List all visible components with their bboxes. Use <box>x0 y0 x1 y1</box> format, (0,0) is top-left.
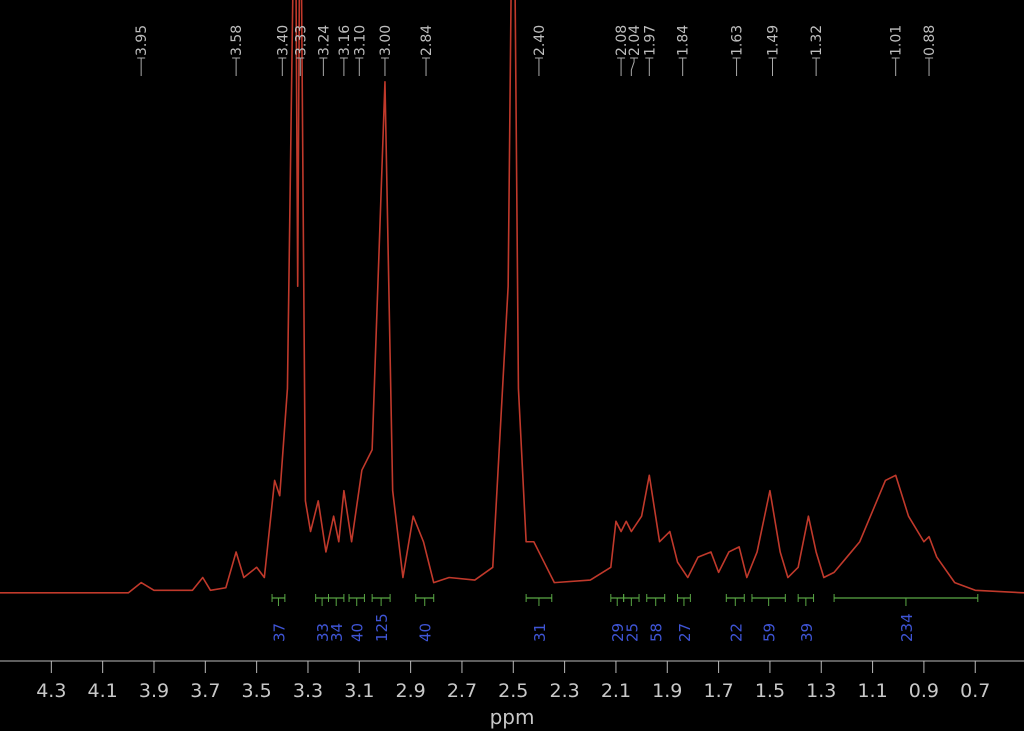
integral-value: 37 <box>270 623 288 642</box>
peak-label: 3.24 <box>316 25 332 56</box>
integral-value: 22 <box>727 623 745 642</box>
integral-value: 33 <box>314 623 332 642</box>
peak-label: 2.40 <box>532 25 548 56</box>
x-tick-label: 1.9 <box>652 680 682 702</box>
x-tick-label: 0.9 <box>909 680 939 702</box>
x-tick-label: 2.1 <box>601 680 631 702</box>
integral-value: 29 <box>609 623 627 642</box>
x-tick-label: 2.3 <box>550 680 580 702</box>
x-tick-label: 1.1 <box>857 680 887 702</box>
integral-value: 40 <box>349 623 367 642</box>
integral: 59 <box>751 594 786 642</box>
x-tick-label: 3.9 <box>139 680 169 702</box>
integral-value: 34 <box>328 623 346 642</box>
peak-label: 3.00 <box>378 25 394 56</box>
peak-label: 2.84 <box>419 25 435 56</box>
integral: 25 <box>623 594 641 642</box>
integral: 39 <box>797 594 816 642</box>
integral-value: 27 <box>676 623 694 642</box>
peak-label: 3.16 <box>337 25 353 56</box>
x-tick-label: 1.3 <box>806 680 836 702</box>
integral: 31 <box>525 594 553 642</box>
peak-label: 3.10 <box>352 25 368 56</box>
integral-value: 31 <box>531 623 549 642</box>
peak-label: 1.01 <box>889 25 905 56</box>
peak-label: 1.63 <box>730 25 746 56</box>
integral: 125 <box>371 594 391 642</box>
x-tick-label: 1.7 <box>703 680 733 702</box>
integral: 40 <box>415 594 435 642</box>
integral-value: 125 <box>373 613 391 642</box>
peak-label: 1.49 <box>765 25 781 56</box>
x-tick-label: 4.1 <box>88 680 118 702</box>
integral-value: 39 <box>798 623 816 642</box>
x-tick-label: 3.3 <box>293 680 323 702</box>
integral: 37 <box>270 594 288 642</box>
x-tick-label: 3.7 <box>190 680 220 702</box>
peak-label: 1.84 <box>676 25 692 56</box>
peak-label: 3.58 <box>229 25 245 56</box>
integral-value: 25 <box>623 623 641 642</box>
peak-label: 1.32 <box>809 25 825 56</box>
x-tick-label: 1.5 <box>755 680 785 702</box>
integral: 40 <box>348 594 367 642</box>
spectrum-line <box>0 0 1024 594</box>
x-axis-label: ppm <box>490 705 535 729</box>
x-tick-label: 4.3 <box>36 680 66 702</box>
peak-connector <box>630 58 635 76</box>
integral: 22 <box>725 594 745 642</box>
x-tick-label: 3.5 <box>242 680 272 702</box>
x-tick-label: 3.1 <box>344 680 374 702</box>
integral: 58 <box>646 594 666 642</box>
integral: 34 <box>328 594 346 642</box>
peak-label: 3.95 <box>134 25 150 56</box>
integral-value: 234 <box>898 613 916 642</box>
integral-value: 58 <box>648 623 666 642</box>
x-tick-label: 2.5 <box>498 680 528 702</box>
plot-area <box>0 0 1024 594</box>
x-tick-label: 2.7 <box>447 680 477 702</box>
integral: 27 <box>676 594 694 642</box>
peak-label: 0.88 <box>922 25 938 56</box>
peak-label: 3.33 <box>293 25 309 56</box>
peak-label: 1.97 <box>642 25 658 56</box>
x-tick-label: 2.9 <box>396 680 426 702</box>
integral-value: 59 <box>761 623 779 642</box>
x-tick-label: 0.7 <box>960 680 990 702</box>
integral-value: 40 <box>417 623 435 642</box>
peak-label: 3.40 <box>275 25 291 56</box>
peak-label: 2.04 <box>627 25 643 56</box>
peak-label: 2.08 <box>614 25 630 56</box>
integral: 234 <box>833 594 979 642</box>
